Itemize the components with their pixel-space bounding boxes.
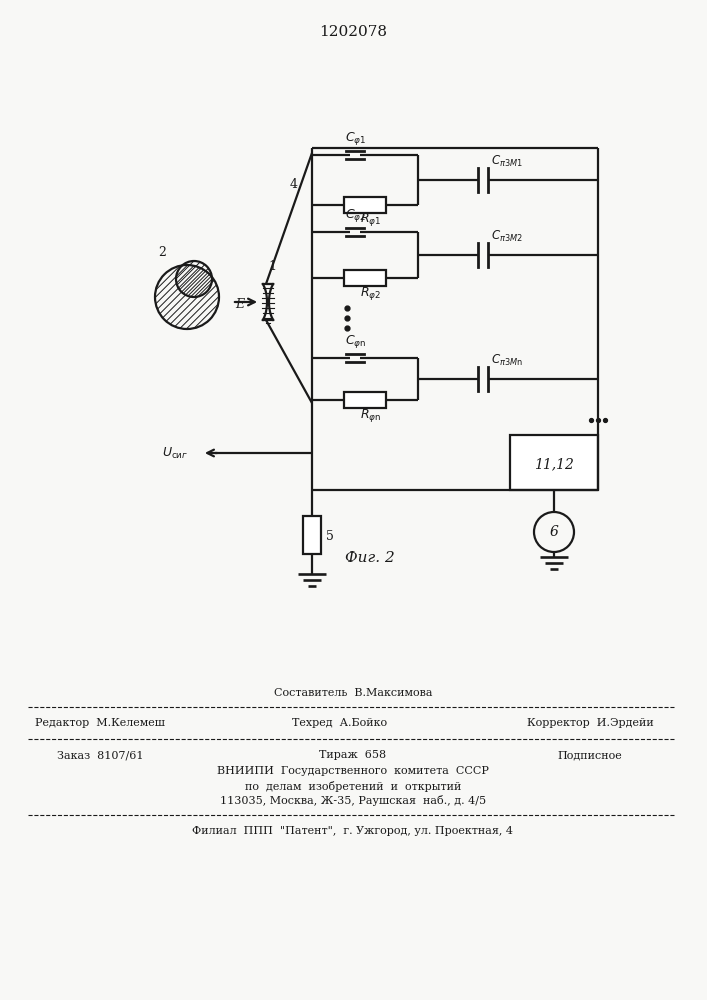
Text: E: E bbox=[235, 298, 245, 310]
Text: 1202078: 1202078 bbox=[319, 25, 387, 39]
Text: 2: 2 bbox=[158, 246, 166, 259]
Text: Составитель  В.Максимова: Составитель В.Максимова bbox=[274, 688, 432, 698]
Text: $R_{\varphi\mathrm{n}}$: $R_{\varphi\mathrm{n}}$ bbox=[361, 406, 382, 424]
Text: Фиг. 2: Фиг. 2 bbox=[345, 551, 395, 565]
Text: Корректор  И.Эрдейи: Корректор И.Эрдейи bbox=[527, 718, 653, 728]
Text: $R_{\varphi2}$: $R_{\varphi2}$ bbox=[361, 284, 382, 302]
Text: Техред  А.Бойко: Техред А.Бойко bbox=[293, 718, 387, 728]
Text: $C_{\pi3M1}$: $C_{\pi3M1}$ bbox=[491, 153, 523, 169]
Text: ВНИИПИ  Государственного  комитета  СССР: ВНИИПИ Государственного комитета СССР bbox=[217, 766, 489, 776]
Text: $C_{\varphi\mathrm{n}}$: $C_{\varphi\mathrm{n}}$ bbox=[346, 334, 367, 351]
Text: $C_{\pi3M2}$: $C_{\pi3M2}$ bbox=[491, 228, 523, 244]
Bar bbox=[510, 435, 598, 490]
Text: Тираж  658: Тираж 658 bbox=[320, 750, 387, 760]
Text: $C_{\varphi1}$: $C_{\varphi1}$ bbox=[346, 130, 367, 147]
Text: 1: 1 bbox=[268, 259, 276, 272]
Text: $C_{\pi3M\mathrm{n}}$: $C_{\pi3M\mathrm{n}}$ bbox=[491, 352, 523, 368]
Bar bbox=[303, 516, 321, 554]
Text: по  делам  изобретений  и  открытий: по делам изобретений и открытий bbox=[245, 780, 461, 792]
Text: Редактор  М.Келемеш: Редактор М.Келемеш bbox=[35, 718, 165, 728]
Text: 6: 6 bbox=[549, 525, 559, 539]
Text: $R_{\varphi1}$: $R_{\varphi1}$ bbox=[361, 212, 382, 229]
Text: 4: 4 bbox=[290, 178, 298, 190]
Text: Филиал  ППП  "Патент",  г. Ужгород, ул. Проектная, 4: Филиал ППП "Патент", г. Ужгород, ул. Про… bbox=[192, 826, 513, 836]
Text: Подписное: Подписное bbox=[558, 750, 622, 760]
Text: 11,12: 11,12 bbox=[534, 458, 574, 472]
Text: $U_{\text{си}\mathit{г}}$: $U_{\text{си}\mathit{г}}$ bbox=[162, 445, 188, 461]
Bar bbox=[344, 270, 386, 286]
Bar bbox=[344, 197, 386, 213]
Bar bbox=[344, 392, 386, 408]
Text: $C_{\varphi2}$: $C_{\varphi2}$ bbox=[346, 208, 366, 225]
Text: 113035, Москва, Ж-35, Раушская  наб., д. 4/5: 113035, Москва, Ж-35, Раушская наб., д. … bbox=[220, 796, 486, 806]
Text: 5: 5 bbox=[326, 530, 334, 544]
Text: Заказ  8107/61: Заказ 8107/61 bbox=[57, 750, 144, 760]
